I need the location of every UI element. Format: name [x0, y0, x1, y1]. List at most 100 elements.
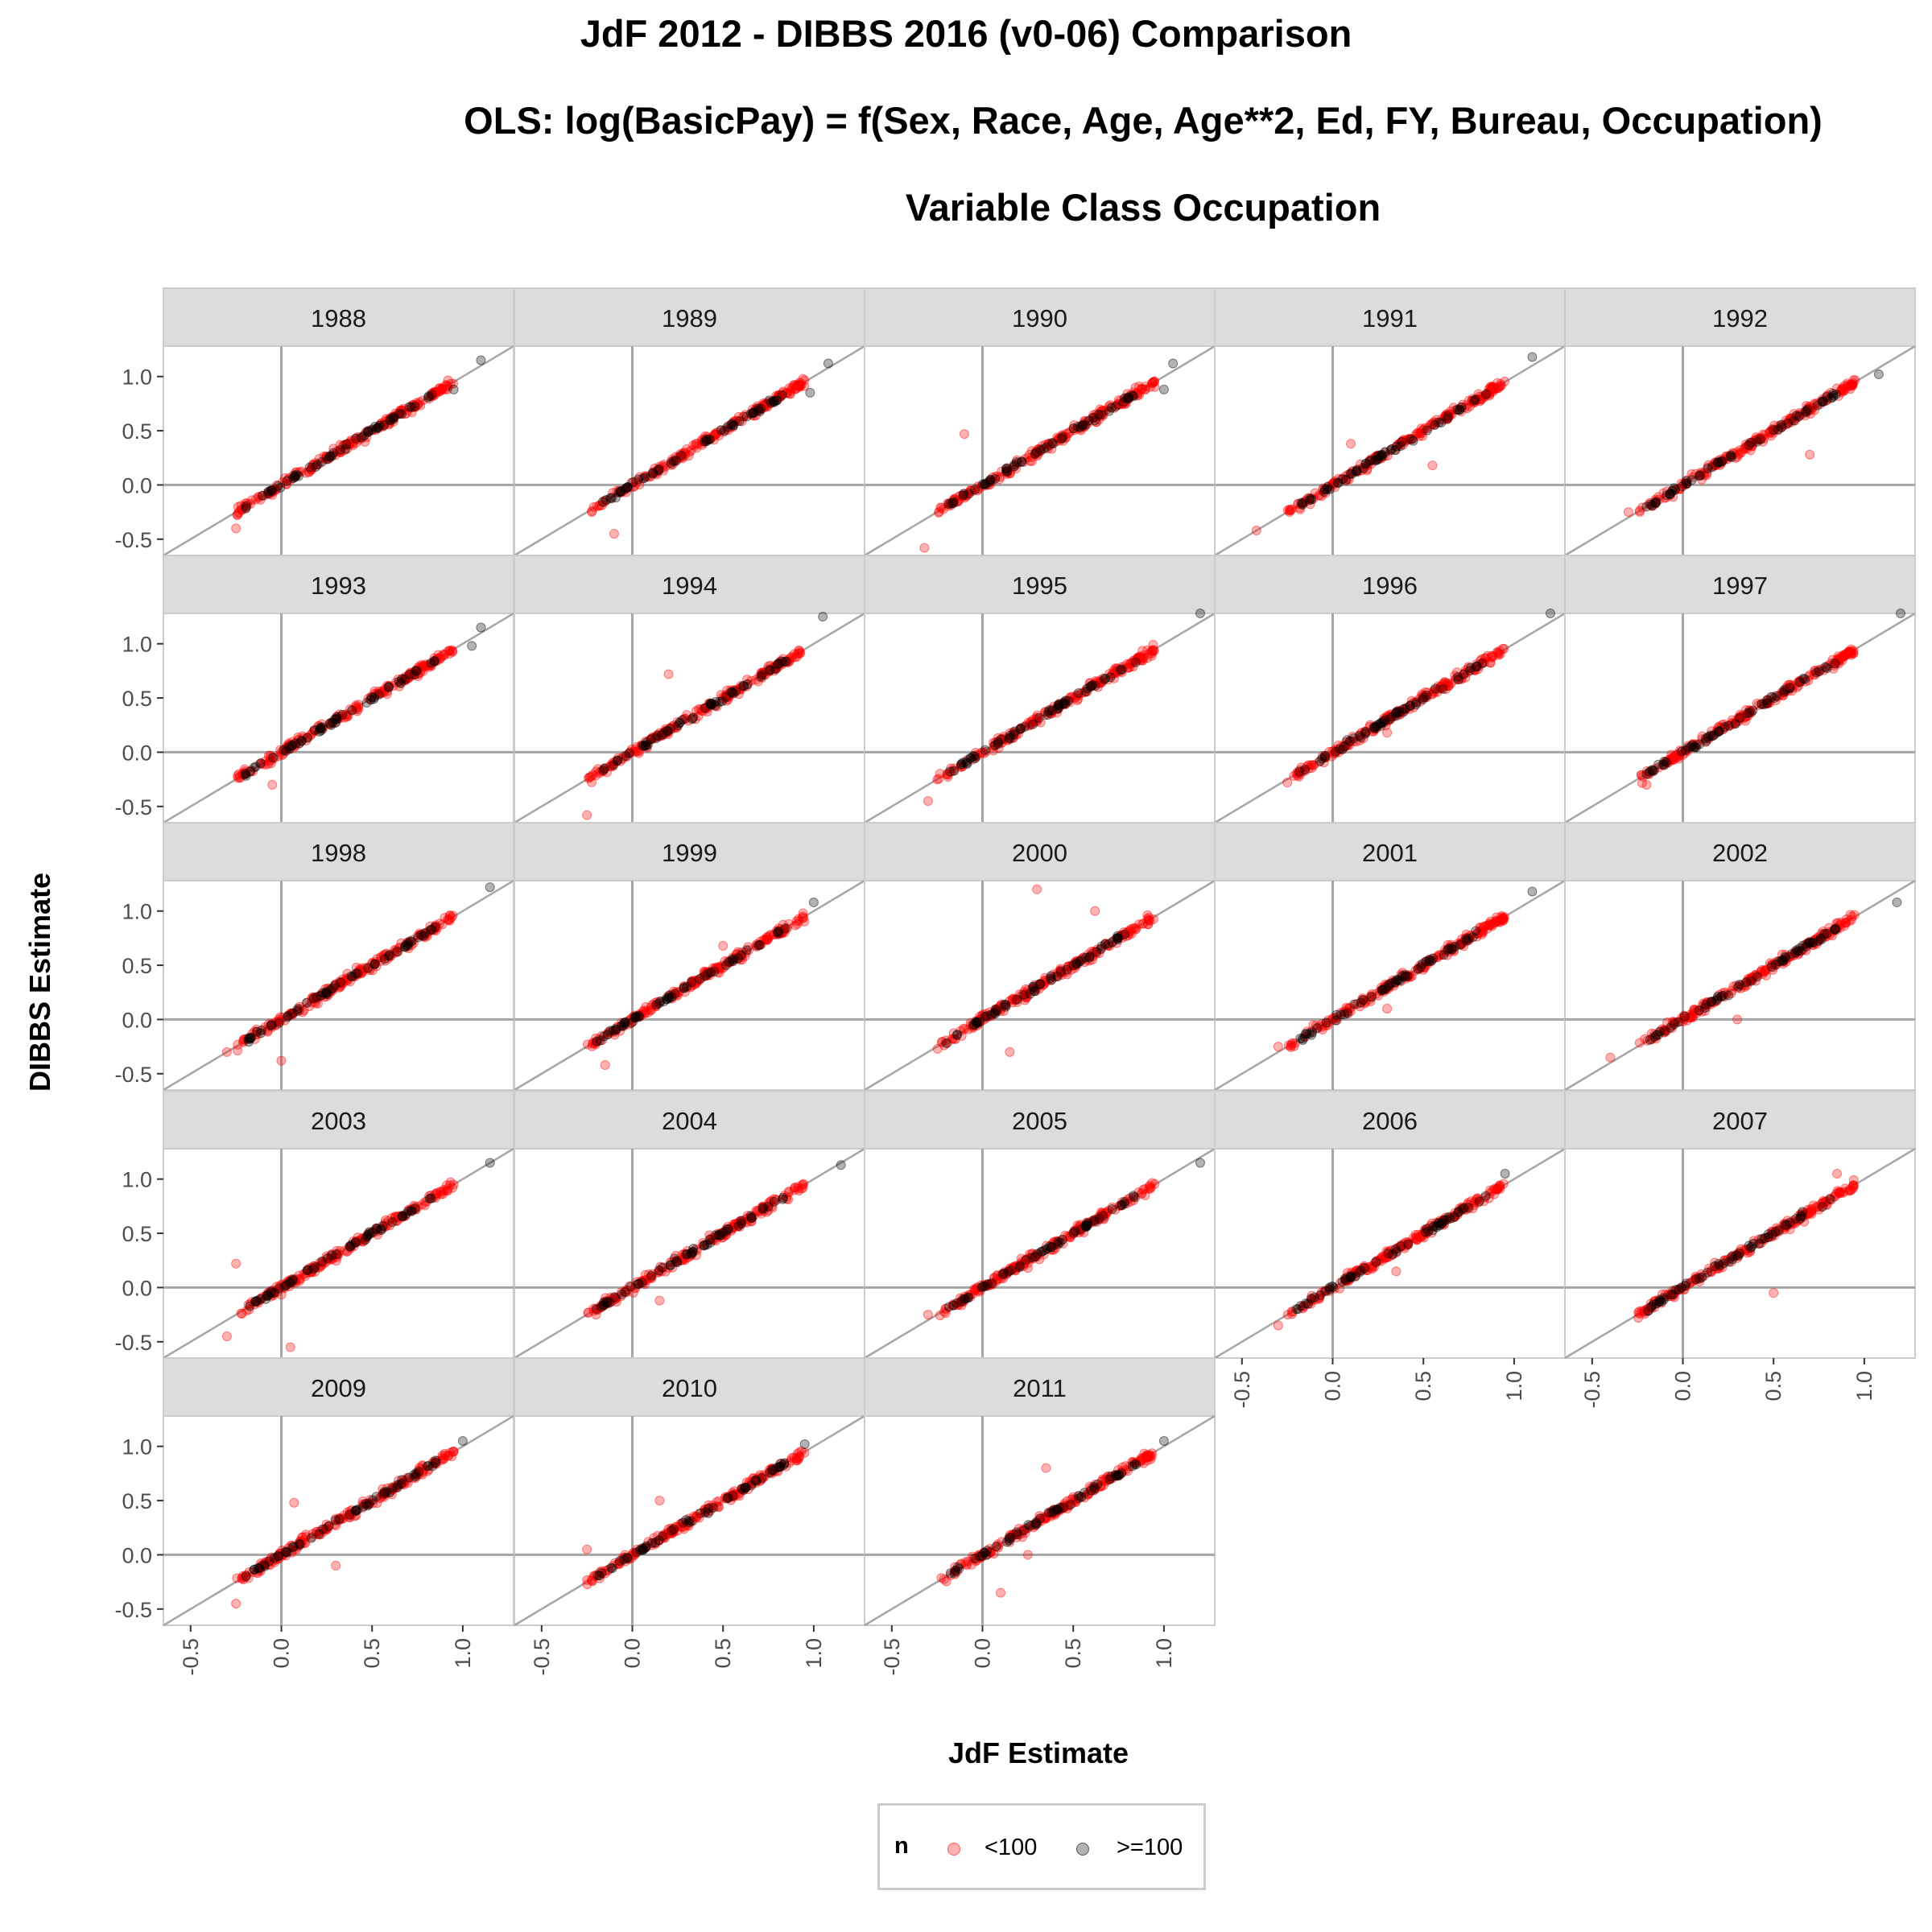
point-gte100	[374, 422, 384, 432]
point-lt100	[671, 452, 681, 462]
point-lt100	[306, 464, 316, 475]
chart-subtitle: OLS: log(BasicPay) = f(Sex, Race, Age, A…	[464, 99, 1823, 142]
point-gte100	[323, 454, 333, 464]
point-gte100	[772, 395, 782, 406]
point-lt100	[1115, 399, 1125, 410]
point-lt100	[427, 390, 438, 400]
point-lt100	[650, 467, 661, 477]
point-lt100	[684, 447, 695, 457]
point-gte100	[610, 493, 621, 503]
point-gte100	[289, 472, 299, 482]
point-lt100	[673, 452, 683, 462]
point-lt100	[923, 1310, 933, 1320]
point-lt100	[1492, 1184, 1502, 1195]
point-gte100	[1641, 769, 1652, 779]
point-lt100	[1391, 1266, 1402, 1277]
point-lt100	[752, 401, 762, 411]
y-tick-label: 1.0	[122, 1168, 152, 1192]
point-lt100	[253, 492, 263, 502]
point-gte100	[941, 1038, 952, 1048]
point-lt100	[697, 440, 708, 450]
point-lt100	[295, 467, 305, 477]
point-lt100	[711, 429, 721, 440]
point-gte100	[241, 501, 251, 511]
point-gte100	[1012, 994, 1022, 1005]
point-lt100	[287, 471, 298, 481]
point-lt100	[345, 436, 356, 446]
point-lt100	[586, 777, 597, 787]
point-lt100	[442, 384, 452, 394]
point-gte100	[727, 419, 737, 429]
y-tick-label: 0.0	[122, 741, 152, 765]
point-gte100	[1481, 389, 1492, 399]
point-lt100	[242, 499, 253, 510]
point-gte100	[1733, 981, 1744, 992]
point-gte100	[1072, 422, 1083, 432]
point-gte100	[1084, 952, 1095, 963]
point-lt100	[718, 940, 729, 951]
point-gte100	[1360, 458, 1371, 469]
point-gte100	[258, 490, 268, 501]
point-lt100	[617, 486, 627, 497]
point-lt100	[385, 418, 395, 428]
point-lt100	[644, 472, 654, 482]
point-gte100	[634, 474, 644, 485]
point-lt100	[1805, 449, 1815, 460]
point-gte100	[1130, 657, 1141, 667]
point-lt100	[708, 430, 719, 440]
point-lt100	[651, 468, 662, 478]
point-lt100	[997, 466, 1007, 477]
point-gte100	[287, 1276, 298, 1286]
point-lt100	[696, 436, 707, 447]
point-lt100	[402, 405, 413, 415]
point-lt100	[1113, 395, 1124, 406]
point-lt100	[986, 475, 997, 485]
point-lt100	[321, 454, 332, 464]
point-gte100	[714, 1230, 724, 1241]
facet-panel: 1989	[514, 287, 865, 557]
point-gte100	[476, 622, 486, 633]
point-lt100	[328, 444, 339, 454]
y-tick-label: -0.5	[114, 1063, 152, 1087]
chart-title: JdF 2012 - DIBBS 2016 (v0-06) Comparison	[580, 12, 1352, 55]
point-lt100	[675, 452, 685, 463]
point-lt100	[764, 398, 774, 408]
point-lt100	[396, 406, 407, 416]
point-lt100	[409, 400, 419, 411]
point-lt100	[271, 480, 282, 490]
point-gte100	[616, 486, 626, 497]
point-lt100	[429, 390, 440, 401]
point-gte100	[781, 656, 791, 667]
point-lt100	[353, 435, 364, 445]
point-lt100	[321, 452, 332, 462]
point-gte100	[1816, 935, 1827, 945]
point-lt100	[646, 471, 656, 481]
point-lt100	[324, 453, 335, 464]
point-lt100	[296, 466, 307, 477]
point-gte100	[773, 659, 783, 670]
point-lt100	[394, 407, 405, 418]
point-gte100	[622, 482, 633, 493]
point-gte100	[1669, 1019, 1679, 1030]
point-gte100	[398, 1212, 408, 1222]
point-lt100	[1605, 1052, 1616, 1063]
point-lt100	[626, 477, 637, 488]
point-lt100	[1412, 1235, 1422, 1245]
point-lt100	[700, 433, 711, 444]
point-gte100	[324, 451, 335, 461]
point-lt100	[411, 398, 422, 408]
point-gte100	[1337, 744, 1348, 754]
point-lt100	[1120, 395, 1130, 406]
point-gte100	[467, 641, 477, 651]
point-lt100	[799, 381, 810, 391]
point-lt100	[594, 501, 605, 511]
point-gte100	[614, 487, 625, 497]
point-lt100	[949, 494, 960, 505]
point-lt100	[437, 384, 448, 394]
point-gte100	[748, 408, 758, 419]
point-gte100	[245, 1034, 255, 1044]
point-lt100	[666, 456, 676, 467]
point-lt100	[1025, 449, 1035, 460]
point-gte100	[985, 475, 996, 485]
point-lt100	[384, 419, 394, 430]
